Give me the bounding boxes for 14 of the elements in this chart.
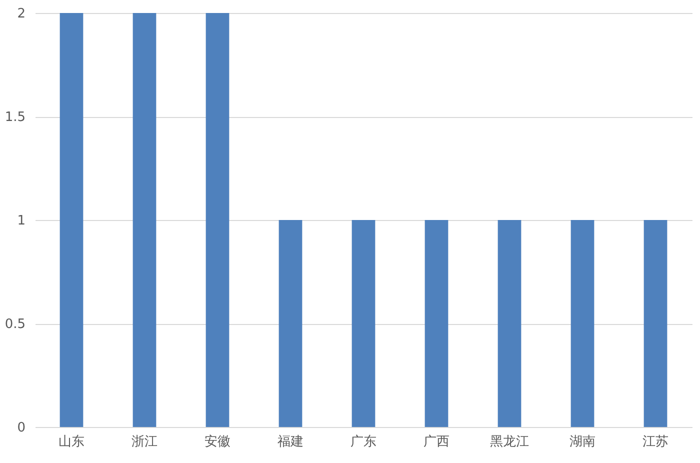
x-tick-label: 广西 bbox=[424, 434, 450, 450]
y-tick-label: 1.5 bbox=[4, 110, 26, 125]
y-tick-label: 0.5 bbox=[4, 317, 26, 332]
x-tick-label: 山东 bbox=[58, 434, 84, 450]
y-tick-label: 0 bbox=[17, 420, 26, 436]
x-tick-label: 湖南 bbox=[570, 434, 596, 450]
x-tick-label: 广东 bbox=[350, 434, 376, 450]
x-tick-label: 福建 bbox=[278, 434, 304, 450]
x-tick-label: 浙江 bbox=[132, 434, 158, 450]
x-tick-label: 安徽 bbox=[204, 434, 230, 450]
x-tick-label: 江苏 bbox=[642, 434, 668, 450]
y-tick-label: 1 bbox=[17, 214, 26, 228]
y-tick-label: 2 bbox=[17, 6, 26, 22]
x-tick-label: 黑龙江 bbox=[490, 434, 529, 450]
